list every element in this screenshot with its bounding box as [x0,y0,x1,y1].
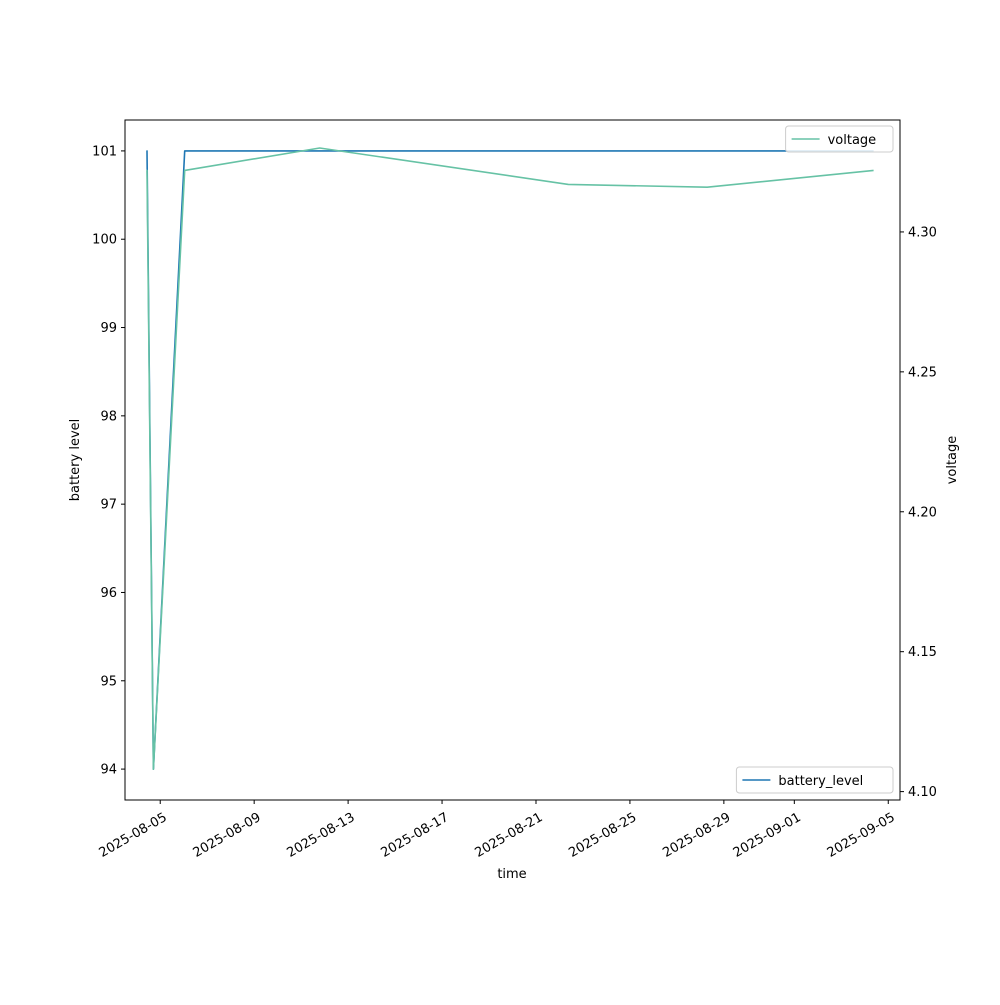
right-y-tick-label: 4.30 [908,225,937,240]
left-y-tick-label: 101 [92,144,117,159]
right-y-tick-label: 4.20 [908,505,937,520]
right-y-tick-label: 4.10 [908,785,937,800]
legends: battery_level voltage [735,125,894,794]
plot-area [146,147,874,771]
left-y-tick-label: 97 [100,498,117,513]
right-y-tick-label: 4.15 [908,645,937,660]
x-axis-label: time [497,867,526,882]
right-y-axis-label: voltage [945,436,960,485]
right-y-tick-label: 4.25 [908,365,937,380]
left-y-tick-label: 95 [100,674,117,689]
left-y-tick-label: 98 [100,409,117,424]
left-y-tick-label: 94 [100,763,117,778]
left-y-tick-label: 99 [100,321,117,336]
left-y-axis-label: battery level [68,419,83,502]
series-line-voltage [146,147,874,771]
left-y-tick-label: 100 [92,233,117,248]
legend-label: battery_level [778,774,863,789]
legend-voltage: voltage [785,125,894,153]
left-y-tick-label: 96 [100,586,117,601]
axes-frame [124,119,901,801]
legend-box [785,125,894,153]
legend-label: voltage [828,133,877,148]
legend-box [735,766,894,794]
legend-battery_level: battery_level [735,766,894,794]
